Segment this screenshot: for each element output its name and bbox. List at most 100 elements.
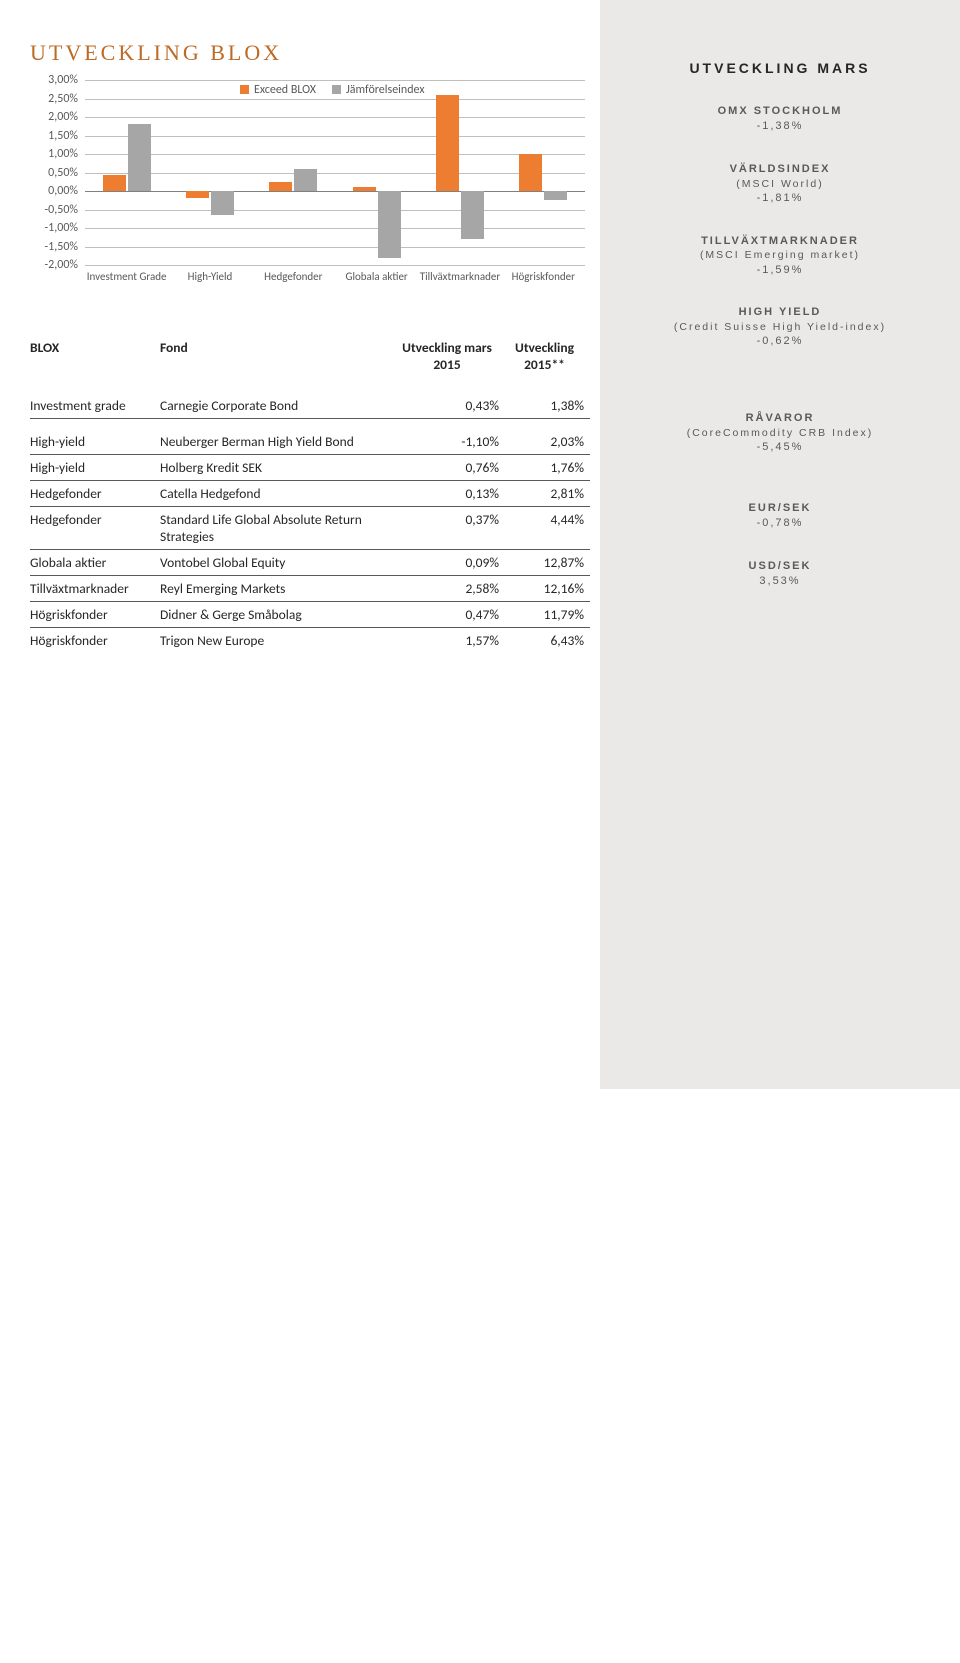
- main-content: UTVECKLING BLOX Exceed BLOXJämförelseind…: [0, 0, 600, 1089]
- sidebar-metric: OMX STOCKHOLM-1,38%: [625, 104, 935, 134]
- table-cell: 0,43%: [395, 393, 505, 419]
- y-tick-label: 2,00%: [30, 110, 78, 124]
- metric-value: -5,45%: [625, 440, 935, 455]
- metric-name: OMX STOCKHOLM: [625, 104, 935, 119]
- y-tick-label: 2,50%: [30, 92, 78, 106]
- table-row: High-yieldNeuberger Berman High Yield Bo…: [30, 429, 590, 455]
- bar: [294, 169, 317, 191]
- table-cell: 11,79%: [505, 601, 590, 627]
- metric-value: -1,81%: [625, 191, 935, 206]
- y-tick-label: -0,50%: [30, 203, 78, 217]
- table-cell: Globala aktier: [30, 549, 160, 575]
- bar: [353, 187, 376, 191]
- bar: [186, 191, 209, 198]
- table-cell: 1,38%: [505, 393, 590, 419]
- table-cell: High-yield: [30, 454, 160, 480]
- y-tick-label: 1,00%: [30, 147, 78, 161]
- metric-value: 3,53%: [625, 574, 935, 589]
- y-tick-label: -2,00%: [30, 258, 78, 272]
- table-cell: 0,13%: [395, 480, 505, 506]
- blox-chart: Exceed BLOXJämförelseindex 3,00%2,50%2,0…: [30, 80, 590, 295]
- table-row: HedgefonderCatella Hedgefond0,13%2,81%: [30, 480, 590, 506]
- metric-sub: (Credit Suisse High Yield-index): [625, 320, 935, 334]
- table-cell: 12,16%: [505, 575, 590, 601]
- metric-value: -1,38%: [625, 119, 935, 134]
- table-cell: Investment grade: [30, 393, 160, 419]
- metric-value: -0,78%: [625, 516, 935, 531]
- y-tick-label: 1,50%: [30, 129, 78, 143]
- table-row: HögriskfonderTrigon New Europe1,57%6,43%: [30, 627, 590, 653]
- table-cell: Högriskfonder: [30, 627, 160, 653]
- table-cell: High-yield: [30, 429, 160, 455]
- table-cell: 12,87%: [505, 549, 590, 575]
- x-tick-label: Globala aktier: [335, 270, 418, 283]
- grid-line: [85, 154, 585, 155]
- blox-table-wrap: BLOXFondUtveckling mars 2015Utveckling 2…: [30, 335, 590, 653]
- x-tick-label: High-Yield: [168, 270, 251, 283]
- metric-name: TILLVÄXTMARKNADER: [625, 234, 935, 249]
- metric-name: RÅVAROR: [625, 411, 935, 426]
- sidebar: UTVECKLING MARS OMX STOCKHOLM-1,38% VÄRLD…: [600, 0, 960, 1089]
- sidebar-metrics: OMX STOCKHOLM-1,38% VÄRLDSINDEX(MSCI Worl…: [625, 104, 935, 589]
- table-cell: Holberg Kredit SEK: [160, 454, 395, 480]
- table-cell: 2,81%: [505, 480, 590, 506]
- table-cell: 0,76%: [395, 454, 505, 480]
- bar: [103, 175, 126, 191]
- y-tick-label: 3,00%: [30, 73, 78, 87]
- grid-line: [85, 247, 585, 248]
- sidebar-metric: USD/SEK3,53%: [625, 559, 935, 589]
- table-cell: Standard Life Global Absolute Return Str…: [160, 506, 395, 549]
- sidebar-title: UTVECKLING MARS: [625, 60, 935, 76]
- metric-sub: (CoreCommodity CRB Index): [625, 426, 935, 440]
- table-cell: Trigon New Europe: [160, 627, 395, 653]
- bar: [269, 182, 292, 191]
- blox-table: BLOXFondUtveckling mars 2015Utveckling 2…: [30, 335, 590, 653]
- grid-line: [85, 136, 585, 137]
- table-cell: 0,47%: [395, 601, 505, 627]
- grid-line: [85, 265, 585, 266]
- table-cell: 2,03%: [505, 429, 590, 455]
- metric-sub: (MSCI Emerging market): [625, 248, 935, 262]
- metric-name: USD/SEK: [625, 559, 935, 574]
- table-cell: Catella Hedgefond: [160, 480, 395, 506]
- grid-line: [85, 228, 585, 229]
- table-cell: Carnegie Corporate Bond: [160, 393, 395, 419]
- table-header-cell: Utveckling 2015**: [505, 335, 590, 393]
- table-row: TillväxtmarknaderReyl Emerging Markets2,…: [30, 575, 590, 601]
- plot-area: [85, 80, 585, 265]
- grid-line: [85, 99, 585, 100]
- table-cell: 4,44%: [505, 506, 590, 549]
- bar: [461, 191, 484, 239]
- sidebar-metric: RÅVAROR(CoreCommodity CRB Index)-5,45%: [625, 411, 935, 455]
- table-cell: Vontobel Global Equity: [160, 549, 395, 575]
- bar: [544, 191, 567, 200]
- sidebar-metric: TILLVÄXTMARKNADER(MSCI Emerging market)-…: [625, 234, 935, 278]
- metric-name: HIGH YIELD: [625, 305, 935, 320]
- metric-value: -0,62%: [625, 334, 935, 349]
- table-cell: Hedgefonder: [30, 480, 160, 506]
- bar: [211, 191, 234, 215]
- grid-line: [85, 173, 585, 174]
- chart-title: UTVECKLING BLOX: [30, 40, 600, 66]
- sidebar-metric: VÄRLDSINDEX(MSCI World)-1,81%: [625, 162, 935, 206]
- table-cell: 1,57%: [395, 627, 505, 653]
- table-body: Investment gradeCarnegie Corporate Bond0…: [30, 393, 590, 653]
- metric-sub: (MSCI World): [625, 177, 935, 191]
- grid-line: [85, 80, 585, 81]
- x-tick-label: Investment Grade: [85, 270, 168, 283]
- table-row: High-yieldHolberg Kredit SEK0,76%1,76%: [30, 454, 590, 480]
- grid-line: [85, 191, 585, 192]
- metric-name: VÄRLDSINDEX: [625, 162, 935, 177]
- y-tick-label: 0,00%: [30, 184, 78, 198]
- y-tick-label: -1,00%: [30, 221, 78, 235]
- table-header-cell: Fond: [160, 335, 395, 393]
- sidebar-metric: EUR/SEK-0,78%: [625, 501, 935, 531]
- table-cell: 6,43%: [505, 627, 590, 653]
- grid-line: [85, 117, 585, 118]
- bar: [128, 124, 151, 191]
- table-row: HögriskfonderDidner & Gerge Småbolag0,47…: [30, 601, 590, 627]
- table-row: HedgefonderStandard Life Global Absolute…: [30, 506, 590, 549]
- table-cell: Tillväxtmarknader: [30, 575, 160, 601]
- table-header-row: BLOXFondUtveckling mars 2015Utveckling 2…: [30, 335, 590, 393]
- y-tick-label: 0,50%: [30, 166, 78, 180]
